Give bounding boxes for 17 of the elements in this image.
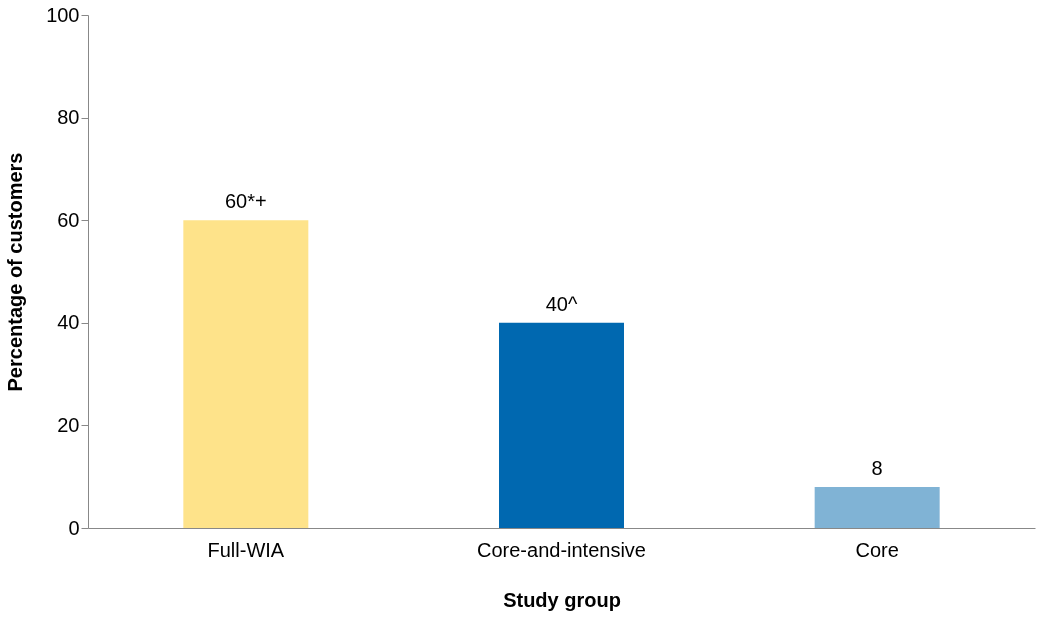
bar <box>499 322 624 528</box>
y-tick-label: 0 <box>68 516 80 539</box>
x-tick-label: Core-and-intensive <box>477 538 646 561</box>
x-tick-label: Full-WIA <box>207 538 285 561</box>
data-label: 40^ <box>545 292 578 315</box>
y-tick-label: 60 <box>57 208 80 231</box>
y-tick-label: 40 <box>57 311 80 334</box>
bar <box>814 486 940 528</box>
y-tick-label: 100 <box>46 3 80 26</box>
bar <box>183 220 309 528</box>
data-label: 8 <box>871 456 883 479</box>
x-tick-label: Core <box>855 538 899 561</box>
data-label: 60*+ <box>224 190 267 213</box>
x-axis-title: Study group <box>503 588 621 611</box>
y-axis-title: Percentage of customers <box>4 152 27 392</box>
y-tick-label: 20 <box>57 413 80 436</box>
y-tick-label: 80 <box>57 106 80 129</box>
